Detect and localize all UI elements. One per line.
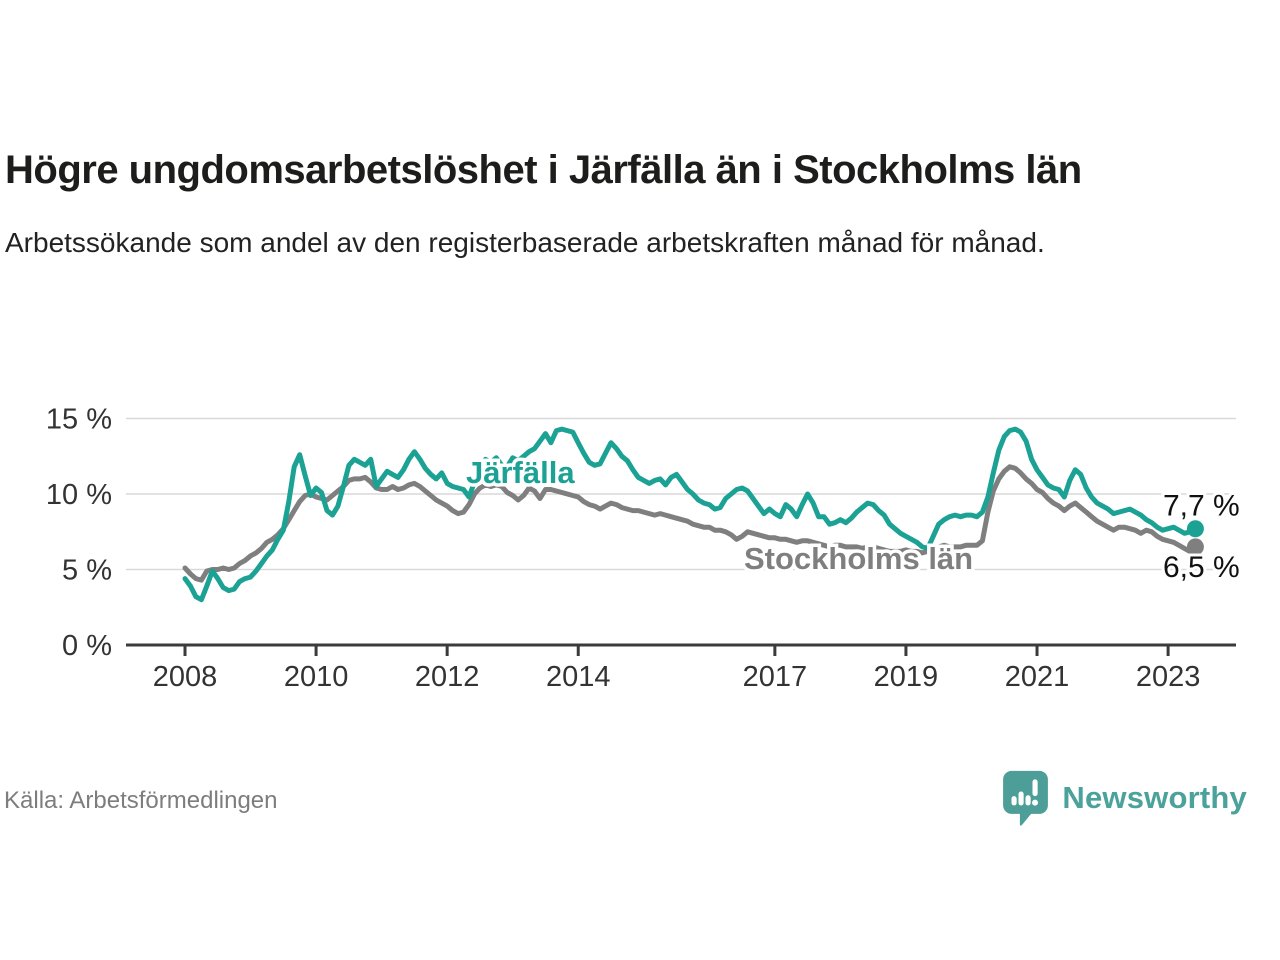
newsworthy-wordmark: Newsworthy xyxy=(1062,780,1247,815)
chart-header: Högre ungdomsarbetslöshet i Järfälla än … xyxy=(5,140,1275,266)
y-axis-label: 10 % xyxy=(46,479,112,511)
line-chart-figure: 0 % 5 % 10 % 15 % 2008 2010 2012 2014 2017 2019 20… xyxy=(0,385,1280,725)
series-line-stockholms-lan xyxy=(182,464,1198,583)
x-axis-label: 2010 xyxy=(284,661,349,693)
source-note: Källa: Arbetsförmedlingen xyxy=(4,787,278,814)
x-axis-label: 2021 xyxy=(1005,661,1070,693)
x-axis-label: 2014 xyxy=(546,661,611,693)
chart-subtitle: Arbetssökande som andel av den registerb… xyxy=(5,227,1045,258)
end-value-label-stockholms-lan: 6,5 % xyxy=(1163,551,1240,584)
series-line-jarfalla xyxy=(182,426,1198,603)
series-label-jarfalla: Järfälla xyxy=(466,455,575,490)
x-axis-label: 2012 xyxy=(415,661,480,693)
x-axis-label: 2017 xyxy=(743,661,808,693)
series-end-dot-jarfalla xyxy=(1186,520,1204,538)
chart-title: Högre ungdomsarbetslöshet i Järfälla än … xyxy=(5,148,1082,192)
y-axis-label: 15 % xyxy=(46,404,112,436)
x-axis-label: 2008 xyxy=(153,661,218,693)
series-label-stockholms-lan: Stockholms län xyxy=(744,541,973,576)
x-axis-label: 2019 xyxy=(874,661,939,693)
y-axis-label: 5 % xyxy=(62,555,112,587)
newsworthy-logo-icon xyxy=(1003,770,1049,826)
newsworthy-brand: Newsworthy xyxy=(1002,770,1247,826)
x-axis-label: 2023 xyxy=(1136,661,1201,693)
line-chart-canvas: 0 % 5 % 10 % 15 % 2008 2010 2012 2014 2017 2019 20… xyxy=(46,404,1243,694)
end-value-label-jarfalla: 7,7 % xyxy=(1163,490,1240,523)
series-end-dot-stockholms-lan xyxy=(1186,538,1204,556)
y-axis-label: 0 % xyxy=(62,630,112,662)
